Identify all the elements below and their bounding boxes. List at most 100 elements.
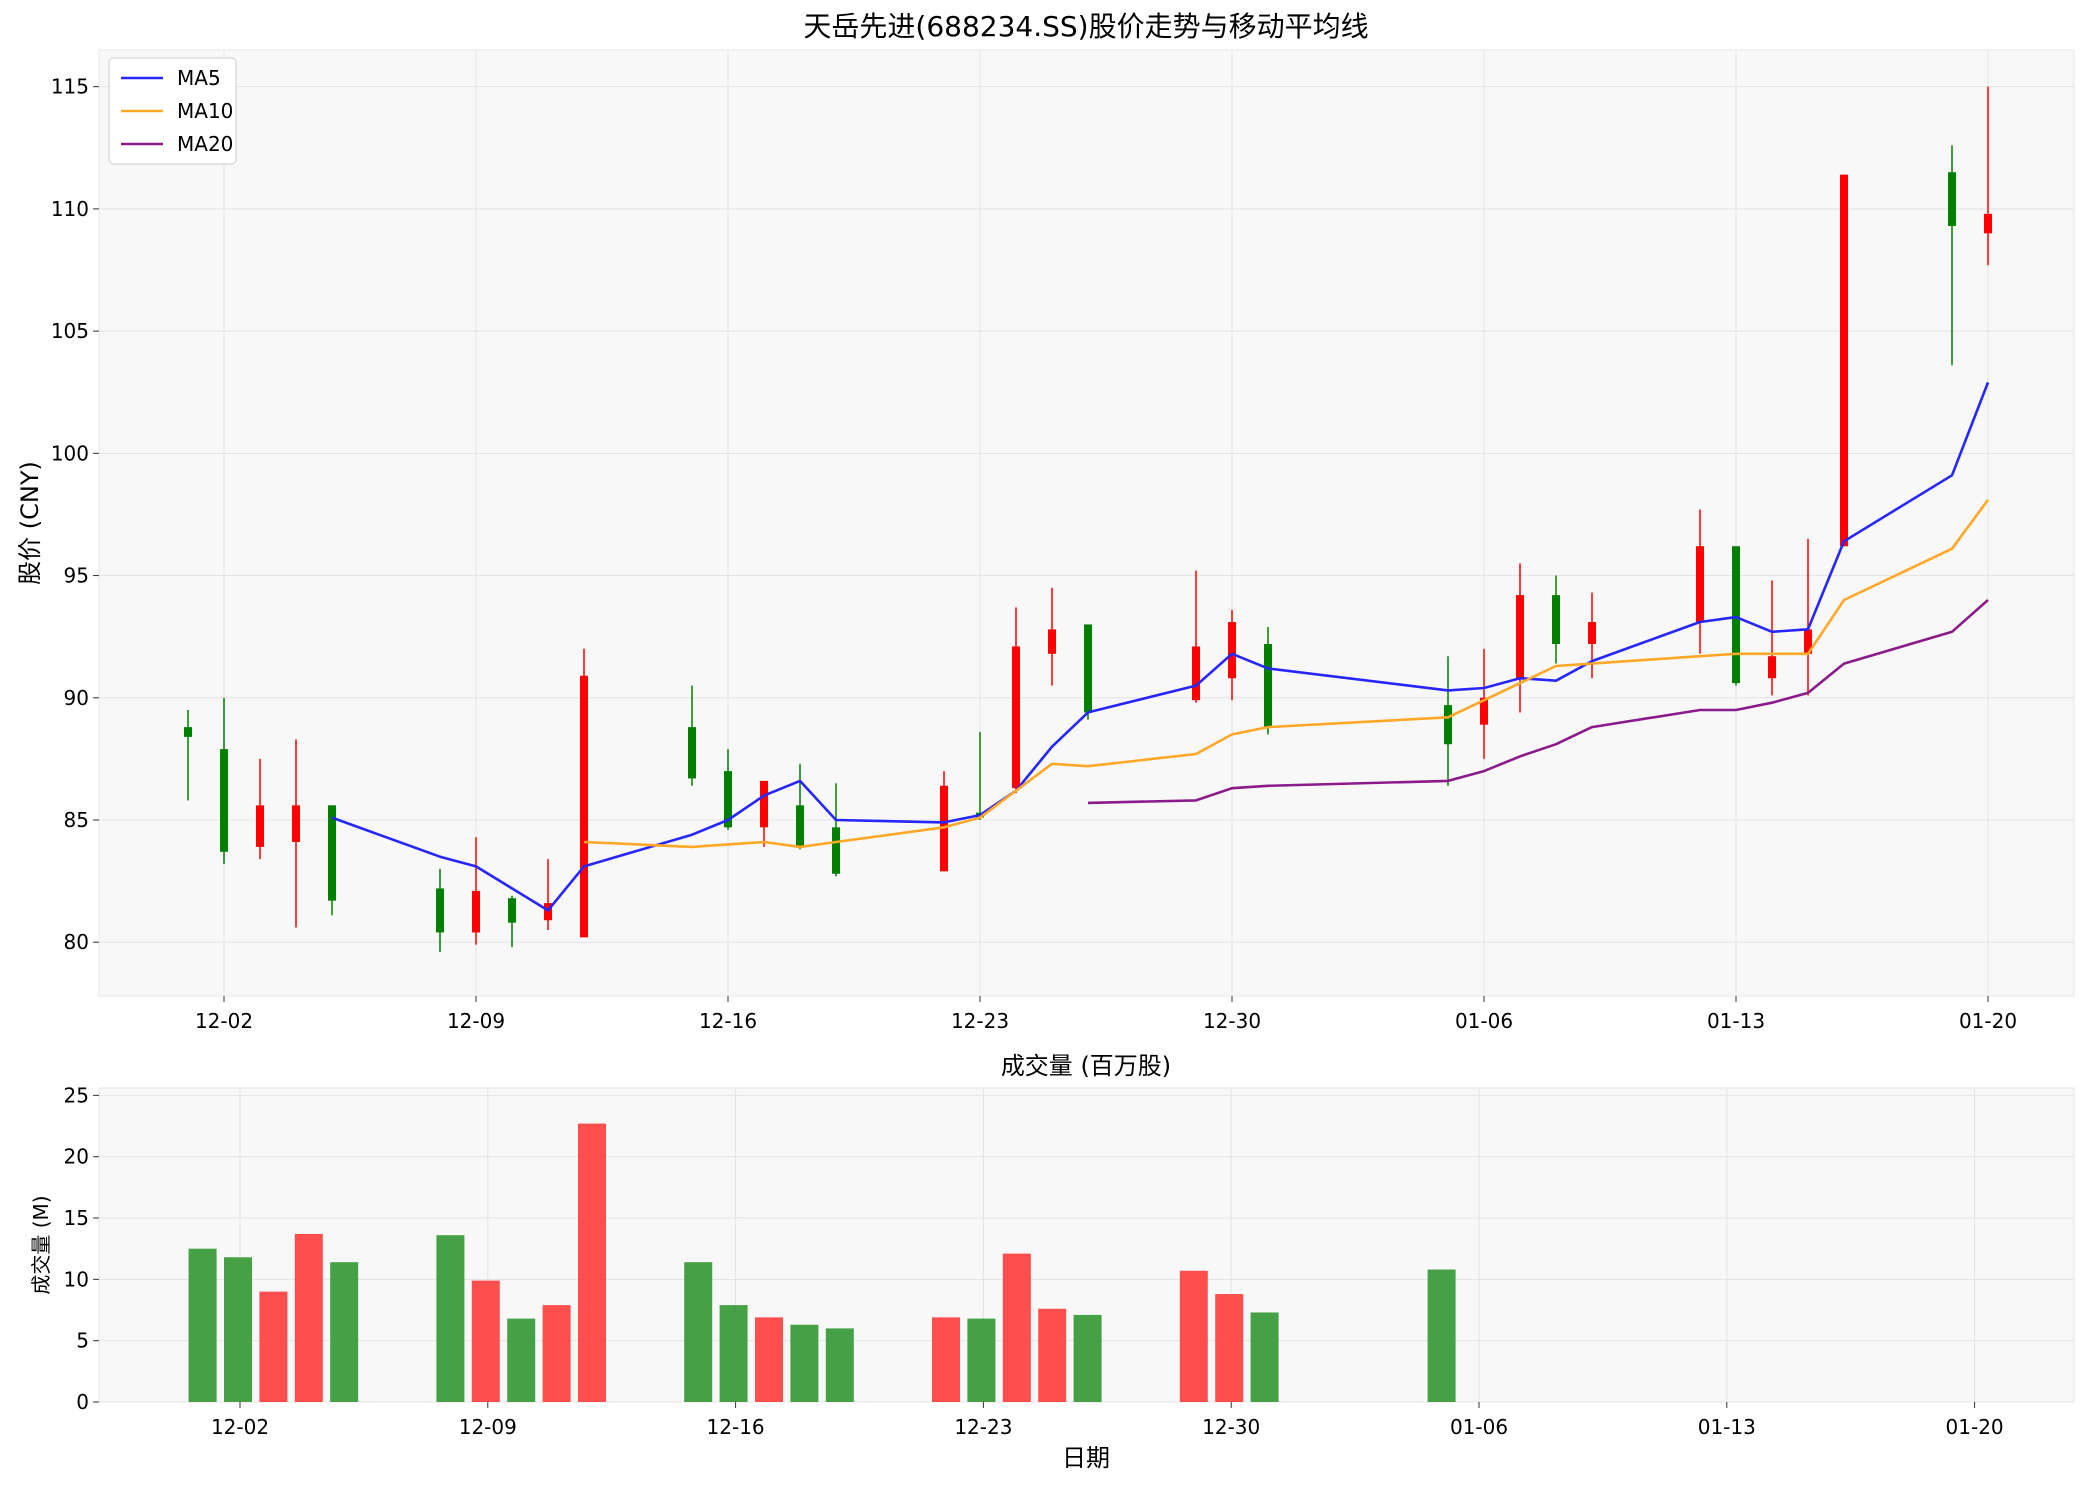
- candle-body: [1228, 622, 1236, 679]
- candle-body: [1840, 174, 1848, 547]
- candlestick: [328, 805, 336, 916]
- price-y-tick-label: 105: [51, 319, 89, 343]
- moving-average-lines: [331, 381, 1990, 912]
- volume-bar: [259, 1291, 288, 1402]
- candlestick: [1444, 656, 1452, 786]
- price-y-tick-label: 115: [51, 75, 89, 99]
- candlestick: [1768, 580, 1776, 696]
- price-x-tick-label: 01-20: [1959, 1009, 2017, 1033]
- volume-y-tick-label: 20: [64, 1145, 89, 1169]
- volume-bar: [471, 1280, 500, 1402]
- price-panel: 80 85 90 95 100 105 110 115 12-02 12-09 12-16 12-2…: [16, 10, 2075, 1033]
- volume-x-tick-label: 01-20: [1946, 1415, 2004, 1439]
- candle-body: [1264, 644, 1272, 728]
- candlestick: [1552, 575, 1560, 664]
- candle-body: [1480, 697, 1488, 725]
- price-y-tick-label: 95: [64, 564, 89, 588]
- volume-x-tick-label: 12-23: [954, 1415, 1012, 1439]
- candlestick: [1696, 509, 1704, 654]
- candlestick: [688, 685, 696, 786]
- candle-body: [1552, 595, 1560, 644]
- candle-body: [292, 805, 300, 842]
- candlestick: [1480, 648, 1488, 759]
- series-line-ma10: [583, 499, 1990, 849]
- candlestick: [472, 837, 480, 945]
- candlestick: [796, 763, 804, 850]
- candle-body: [1588, 622, 1596, 644]
- volume-y-tick-label: 15: [64, 1206, 89, 1230]
- candle-body: [1804, 629, 1812, 654]
- candle-body: [580, 675, 588, 938]
- volume-bar: [224, 1257, 252, 1402]
- volume-panel: 0 5 10 15 20 25 12-02 12-09 12-16 12-23 12-30 01-0…: [29, 1052, 2075, 1472]
- candle-body: [832, 827, 840, 874]
- price-chart-title: 天岳先进(688234.SS)股价走势与移动平均线: [803, 10, 1368, 43]
- price-y-axis-label: 股价 (CNY): [16, 461, 44, 585]
- candle-body: [256, 805, 264, 847]
- series-line-ma5: [331, 381, 1990, 912]
- candlestick: [1984, 86, 1992, 266]
- price-plot-area: [98, 49, 2075, 997]
- candlestick: [508, 895, 516, 948]
- candle-body: [1444, 705, 1452, 745]
- volume-x-tick-label: 12-09: [459, 1415, 517, 1439]
- volume-bar: [1038, 1308, 1067, 1402]
- price-x-axis: 12-02 12-09 12-16 12-23 12-30 01-06 01-13 01-20: [195, 996, 2017, 1033]
- volume-y-axis-label: 成交量 (M): [29, 1195, 53, 1294]
- candle-body: [220, 749, 228, 852]
- price-x-tick-label: 12-09: [447, 1009, 505, 1033]
- candlestick: [832, 783, 840, 877]
- candle-body: [184, 727, 192, 737]
- candle-body: [1732, 546, 1740, 684]
- candlestick: [580, 648, 588, 938]
- candle-body: [1696, 546, 1704, 622]
- volume-y-tick-label: 0: [76, 1390, 89, 1414]
- candle-body: [1048, 629, 1056, 654]
- volume-bar: [825, 1328, 854, 1402]
- volume-bar: [967, 1318, 996, 1402]
- candlestick: [1804, 538, 1812, 696]
- candle-body: [472, 890, 480, 933]
- candle-body: [1948, 172, 1956, 226]
- price-y-tick-label: 90: [64, 686, 89, 710]
- legend-label-ma10: MA10: [177, 99, 233, 123]
- volume-bar: [436, 1235, 465, 1402]
- candlestick: [1516, 563, 1524, 713]
- volume-bars: [188, 1123, 1456, 1402]
- price-y-tick-label: 100: [51, 441, 89, 465]
- price-x-tick-label: 12-02: [195, 1009, 253, 1033]
- volume-bar: [790, 1324, 819, 1402]
- volume-x-tick-label: 12-02: [211, 1415, 269, 1439]
- volume-bar: [1427, 1269, 1456, 1402]
- price-y-axis: 80 85 90 95 100 105 110 115: [51, 75, 99, 954]
- price-y-tick-label: 80: [64, 930, 89, 954]
- candle-body: [508, 898, 516, 923]
- legend: MA5 MA10 MA20: [108, 57, 237, 165]
- volume-bar: [330, 1262, 359, 1402]
- candle-body: [1768, 656, 1776, 679]
- candlestick: [1012, 607, 1020, 794]
- price-x-tick-label: 01-06: [1455, 1009, 1513, 1033]
- volume-x-axis-label: 日期: [1062, 1444, 1110, 1472]
- candlestick: [292, 739, 300, 928]
- price-x-tick-label: 12-16: [699, 1009, 757, 1033]
- candlestick: [760, 780, 768, 847]
- legend-label-ma20: MA20: [177, 132, 233, 156]
- candlestick: [1948, 145, 1956, 366]
- volume-bar: [1179, 1270, 1208, 1402]
- volume-bar: [188, 1248, 217, 1402]
- volume-bar: [719, 1305, 748, 1402]
- volume-bar: [1073, 1314, 1102, 1402]
- candlestick: [724, 749, 732, 830]
- series-line-ma20: [1087, 599, 1989, 805]
- candlestick: [184, 710, 192, 801]
- candle-body: [1516, 595, 1524, 679]
- volume-bar: [684, 1262, 713, 1402]
- candle-body: [796, 805, 804, 847]
- volume-chart-title: 成交量 (百万股): [1001, 1052, 1171, 1080]
- candlestick: [220, 697, 228, 864]
- legend-label-ma5: MA5: [177, 66, 221, 90]
- candle-body: [1984, 213, 1992, 234]
- volume-y-tick-label: 5: [76, 1329, 89, 1353]
